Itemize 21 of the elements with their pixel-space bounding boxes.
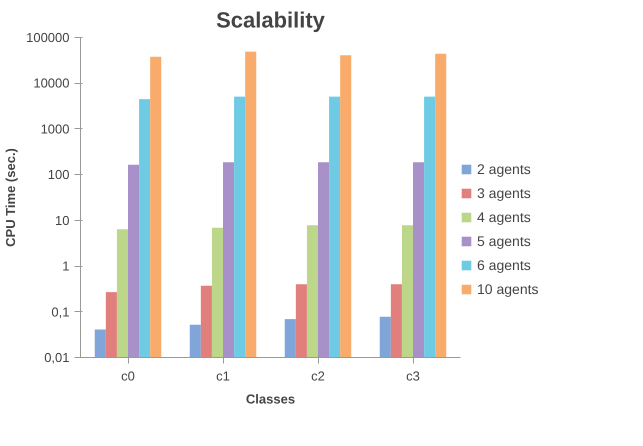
x-tick-label: c1 [216,368,230,384]
x-tick-label: c0 [121,368,135,384]
y-tick-label: 0,1 [51,304,70,320]
y-tick-label: 100 [48,167,70,182]
y-tick-label: 1000 [40,121,70,136]
chart-title: Scalability [216,8,326,32]
y-tick-label: 1 [62,258,70,274]
legend-label: 2 agents [477,161,531,177]
legend-label: 6 agents [477,257,531,273]
x-axis-title: Classes [246,392,296,406]
y-tick-label: 10 [55,212,70,228]
legend-label: 5 agents [477,233,531,249]
y-tick-label: 100000 [26,30,70,45]
legend-label: 4 agents [477,209,531,225]
legend-label: 3 agents [477,185,531,201]
y-axis-title: CPU Time (sec.) [3,148,18,247]
x-tick-label: c2 [311,368,325,384]
y-tick-label: 0,01 [44,350,70,365]
legend-label: 10 agents [477,281,538,297]
x-tick-label: c3 [406,368,420,384]
y-tick-label: 10000 [33,76,70,91]
